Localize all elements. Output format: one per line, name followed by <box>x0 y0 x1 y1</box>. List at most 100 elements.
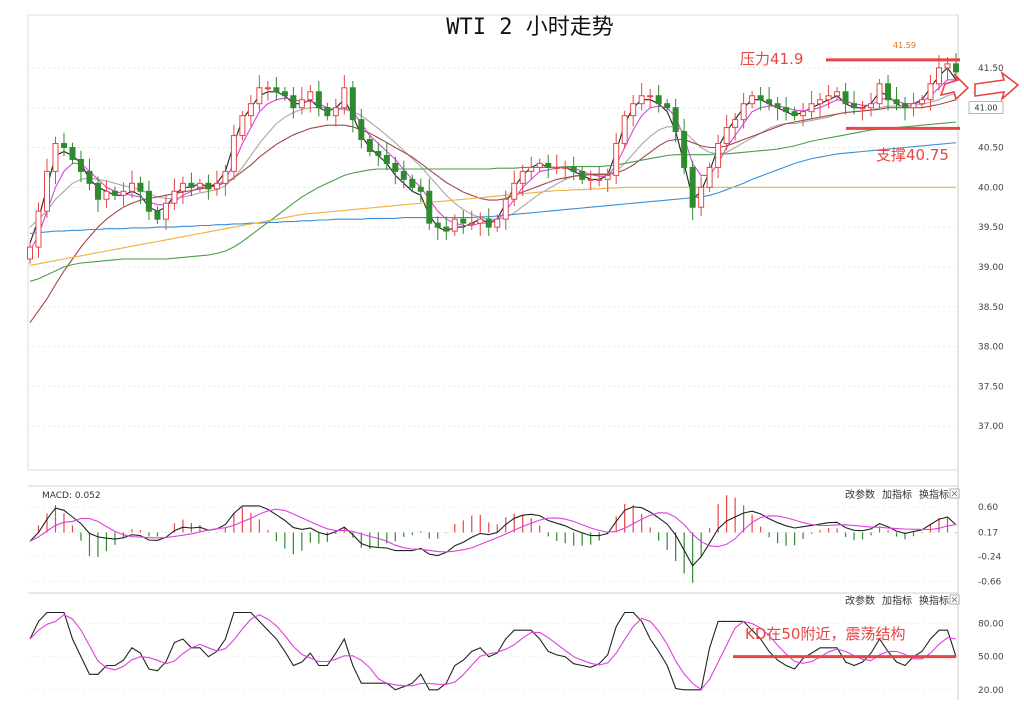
candle-body <box>324 107 331 117</box>
support-label: 支撑40.75 <box>876 146 949 164</box>
right-arrow-icon <box>974 70 1020 102</box>
candle-body <box>740 103 747 121</box>
y-tick-label: 41.50 <box>978 64 1004 74</box>
candle-body <box>919 99 926 105</box>
candle-body <box>120 190 127 196</box>
down-arrow-icon <box>939 73 970 101</box>
candle-body <box>366 139 373 152</box>
macd-panel: MACD: 0.052 0.60 0.17 -0.24 -0.66 改参数 加指标 换指标 <box>28 485 1002 587</box>
candle-body <box>137 182 144 192</box>
candle-body <box>808 103 815 113</box>
candle-body <box>213 182 220 190</box>
candle-body <box>239 115 246 137</box>
macd-button-0[interactable]: 改参数 <box>845 488 875 501</box>
candle-body <box>111 190 118 196</box>
y-tick-label: 37.50 <box>978 382 1004 392</box>
moving-average-line <box>29 99 957 324</box>
candle-body <box>757 95 764 101</box>
candle-body <box>817 99 824 105</box>
candle-body <box>672 107 679 133</box>
candle-body <box>944 63 951 69</box>
candle-body <box>936 67 943 85</box>
candle-body <box>545 162 552 168</box>
candle-body <box>154 210 161 220</box>
candle-body <box>774 103 781 109</box>
macd-button-2[interactable]: 换指标 <box>919 488 949 501</box>
candle-body <box>222 170 229 184</box>
candle-body <box>519 170 526 184</box>
candle-body <box>86 170 93 184</box>
main-price-panel: 41.50 41.00 40.50 40.00 39.50 39.00 38.50 38.00… <box>27 14 1020 700</box>
y-tick-label: 38.00 <box>978 343 1004 353</box>
candle-body <box>927 83 934 101</box>
candle-body <box>400 170 407 180</box>
candle-body <box>383 154 390 164</box>
candle-body <box>196 182 203 188</box>
candle-body <box>604 174 611 180</box>
candle-body <box>179 182 186 192</box>
chart-title: WTI 2 小时走势 <box>446 15 613 40</box>
kd-button-2[interactable]: 换指标 <box>919 594 949 607</box>
candle-body <box>825 95 832 101</box>
candle-body <box>536 162 543 168</box>
candle-body <box>349 87 356 121</box>
candle-body <box>409 178 416 188</box>
candle-body <box>247 103 254 117</box>
candle-body <box>732 119 739 129</box>
kd-button-1[interactable]: 加指标 <box>882 594 912 607</box>
y-tick-label: 37.00 <box>978 422 1004 432</box>
candle-body <box>851 103 858 109</box>
candle-body <box>706 166 713 188</box>
candle-body <box>35 210 42 248</box>
candle-body <box>205 182 212 190</box>
candle-body <box>188 182 195 188</box>
candle-body <box>332 107 339 117</box>
candle-body <box>766 99 773 105</box>
candle-body <box>859 107 866 110</box>
candle-body <box>502 198 509 220</box>
candle-body <box>553 166 560 169</box>
moving-average-line <box>29 142 957 235</box>
candle-body <box>162 202 169 220</box>
candle-body <box>613 143 620 176</box>
candle-body <box>562 166 569 169</box>
candle-body <box>749 95 756 105</box>
kd-close-x <box>951 596 958 603</box>
candle-body <box>290 95 297 109</box>
resistance-label: 压力41.9 <box>740 50 803 68</box>
candle-body <box>315 91 322 109</box>
macd-tick-label: 0.17 <box>978 528 998 538</box>
moving-average-line <box>29 121 957 282</box>
kd-annotation: KD在50附近，震荡结构 <box>745 625 905 643</box>
kd-button-0[interactable]: 改参数 <box>845 594 875 607</box>
candle-body <box>94 182 101 200</box>
high-price-label: 41.59 <box>893 41 916 50</box>
candle-body <box>426 190 433 224</box>
candle-body <box>230 135 237 172</box>
kd-tick-label: 20.00 <box>978 686 1004 696</box>
candle-body <box>477 218 484 224</box>
candle-body <box>800 111 807 117</box>
moving-average-line <box>29 186 956 266</box>
candle-body <box>715 143 722 168</box>
macd-button-1[interactable]: 加指标 <box>882 488 912 501</box>
candle-body <box>43 170 50 212</box>
candle-body <box>460 218 467 224</box>
candle-body <box>392 162 399 172</box>
candle-body <box>647 95 654 98</box>
candle-body <box>171 190 178 204</box>
y-tick-label: 39.50 <box>978 223 1004 233</box>
candle-body <box>451 218 458 232</box>
candle-body <box>953 63 959 73</box>
candle-body <box>273 87 280 93</box>
candle-body <box>60 143 67 149</box>
kd-tick-label: 50.00 <box>978 653 1004 663</box>
candle-body <box>638 95 645 105</box>
candle-body <box>341 87 348 109</box>
candle-body <box>910 103 917 109</box>
candle-body <box>128 182 135 192</box>
candle-body <box>468 222 475 225</box>
candle-body <box>868 103 875 109</box>
candle-body <box>834 91 841 97</box>
candle-body <box>27 246 33 260</box>
